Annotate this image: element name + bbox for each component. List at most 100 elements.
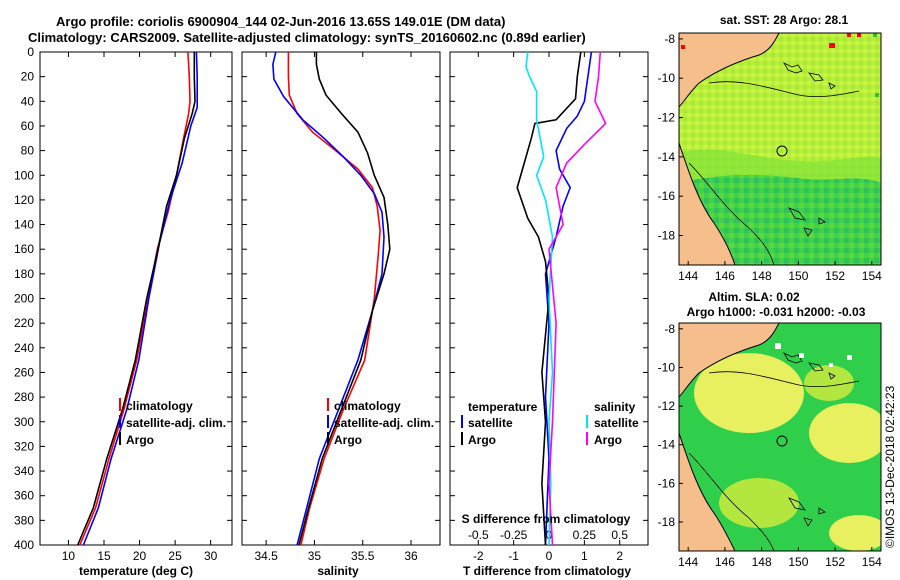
xtick-label: 35 bbox=[308, 549, 322, 563]
salinity-panel: 34.5 35 35.5 36 salinity climatology satell… bbox=[241, 51, 441, 578]
map-ytick-label: -8 bbox=[664, 322, 675, 336]
argo-location-marker-2 bbox=[776, 435, 788, 447]
ytick-label: 120 bbox=[14, 193, 34, 207]
map-xtick-label: 154 bbox=[862, 269, 882, 283]
s-diff-tick-label: 0.5 bbox=[611, 528, 628, 542]
xtick-label: 0 bbox=[546, 549, 553, 563]
map-ytick-label: -16 bbox=[658, 189, 676, 203]
xtick-label: 25 bbox=[168, 549, 182, 563]
ytick-label: 0 bbox=[27, 45, 34, 59]
ytick-label: 160 bbox=[14, 242, 34, 256]
s-diff-tick-label: -0.5 bbox=[468, 528, 489, 542]
map-ytick-label: -12 bbox=[658, 111, 676, 125]
series-salinity-argo bbox=[548, 51, 607, 546]
map-ytick-label: -18 bbox=[658, 515, 676, 529]
map-ytick-label: -14 bbox=[658, 438, 676, 452]
map-xtick-label: 148 bbox=[752, 269, 772, 283]
xtick-label: -2 bbox=[473, 549, 484, 563]
map-xtick-label: 150 bbox=[788, 555, 808, 569]
s-difference-label: S difference from climatology bbox=[462, 512, 631, 526]
title-line1: Argo profile: coriolis 6900904_144 02-Ju… bbox=[56, 14, 505, 29]
map-xtick-label: 154 bbox=[862, 555, 882, 569]
ytick-label: 100 bbox=[14, 168, 34, 182]
xtick-label: 36 bbox=[404, 549, 418, 563]
sla-map-title2: Argo h1000: -0.031 h2000: -0.03 bbox=[687, 305, 866, 319]
map-ytick-label: -8 bbox=[664, 32, 675, 46]
xtick-label: 2 bbox=[616, 549, 623, 563]
xtick-label: 10 bbox=[62, 549, 76, 563]
series-salinity-satellite bbox=[525, 51, 554, 546]
difference-panel: -2 -1 0 1 2-0.5 -0.25 0 0.25 0.5 T difference fr… bbox=[449, 51, 649, 578]
sla-map-area bbox=[679, 323, 881, 551]
legend-salinity-head: salinity bbox=[594, 400, 636, 414]
argo-location-marker bbox=[776, 145, 788, 157]
map-xtick-label: 146 bbox=[715, 269, 735, 283]
sst-map-area bbox=[679, 33, 881, 265]
temperature-xlabel: temperature (deg C) bbox=[79, 564, 193, 578]
map-xtick-label: 152 bbox=[825, 269, 845, 283]
map-ytick-label: -10 bbox=[658, 360, 676, 374]
xtick-label: 30 bbox=[204, 549, 218, 563]
credit-text: ©IMOS 13-Dec-2018 02:42:23 bbox=[883, 385, 897, 548]
map-xtick-label: 148 bbox=[752, 555, 772, 569]
legend-argo: Argo bbox=[126, 433, 154, 447]
xtick-label: 35.5 bbox=[351, 549, 375, 563]
ytick-label: 280 bbox=[14, 390, 34, 404]
series-temperature-argo bbox=[516, 51, 582, 546]
legend-temperature-head: temperature bbox=[468, 400, 538, 414]
ytick-label: 320 bbox=[14, 439, 34, 453]
sst-map-title: sat. SST: 28 Argo: 28.1 bbox=[720, 13, 849, 27]
ytick-label: 20 bbox=[21, 70, 35, 84]
title-line2: Climatology: CARS2009. Satellite-adjuste… bbox=[28, 30, 586, 45]
ytick-label: 180 bbox=[14, 267, 34, 281]
xtick-label: 34.5 bbox=[254, 549, 278, 563]
legend-climatology: climatology bbox=[126, 399, 193, 413]
xtick-label: 20 bbox=[133, 549, 147, 563]
ytick-label: 260 bbox=[14, 365, 34, 379]
ytick-label: 380 bbox=[14, 513, 34, 527]
map-xtick-label: 150 bbox=[788, 269, 808, 283]
temperature-axes bbox=[39, 51, 233, 546]
sst-map: sat. SST: 28 Argo: 28.1 bbox=[658, 13, 882, 283]
legend-s-satellite: satellite bbox=[594, 416, 639, 430]
series-argo bbox=[76, 52, 196, 546]
salinity-axes bbox=[241, 51, 441, 546]
map-xtick-label: 152 bbox=[825, 555, 845, 569]
legend-t-satellite: satellite bbox=[468, 416, 513, 430]
xtick-label: -1 bbox=[508, 549, 519, 563]
legend-t-argo: Argo bbox=[468, 433, 496, 447]
ytick-label: 40 bbox=[21, 94, 35, 108]
temperature-legend: climatology satellite-adj. clim. Argo bbox=[119, 398, 226, 447]
ytick-label: 140 bbox=[14, 218, 34, 232]
legend-satellite-adj-s: satellite-adj. clim. bbox=[334, 416, 434, 430]
legend-s-argo: Argo bbox=[594, 433, 622, 447]
series-temperature-satellite bbox=[544, 51, 593, 546]
legend-argo-s: Argo bbox=[334, 433, 362, 447]
map-xtick-label: 144 bbox=[678, 269, 698, 283]
xtick-label: 15 bbox=[97, 549, 111, 563]
series-climatology bbox=[287, 52, 381, 546]
s-diff-tick-label: 0.25 bbox=[573, 528, 597, 542]
temperature-panel: 0 20 40 60 80 100 120 140 160 180 200 220 240 260 280 3… bbox=[14, 45, 233, 578]
map-ytick-label: -18 bbox=[658, 229, 676, 243]
salinity-xlabel: salinity bbox=[317, 564, 359, 578]
map-xtick-label: 144 bbox=[678, 555, 698, 569]
map-xtick-label: 146 bbox=[715, 555, 735, 569]
legend-satellite-adj: satellite-adj. clim. bbox=[126, 416, 226, 430]
map-ytick-label: -10 bbox=[658, 71, 676, 85]
legend-climatology-s: climatology bbox=[334, 399, 401, 413]
ytick-label: 240 bbox=[14, 341, 34, 355]
ytick-label: 400 bbox=[14, 538, 34, 552]
ytick-label: 60 bbox=[21, 119, 35, 133]
difference-legend: temperature satellite Argo salinity sate… bbox=[461, 400, 639, 447]
ytick-label: 340 bbox=[14, 464, 34, 478]
series-argo bbox=[298, 52, 391, 546]
xtick-label: 1 bbox=[581, 549, 588, 563]
ytick-label: 220 bbox=[14, 316, 34, 330]
map-ytick-label: -12 bbox=[658, 399, 676, 413]
series-satellite-adj-clim- bbox=[272, 51, 385, 546]
sla-map-title1: Altim. SLA: 0.02 bbox=[708, 290, 800, 304]
map-ytick-label: -14 bbox=[658, 150, 676, 164]
ytick-label: 80 bbox=[21, 144, 35, 158]
ytick-label: 360 bbox=[14, 489, 34, 503]
